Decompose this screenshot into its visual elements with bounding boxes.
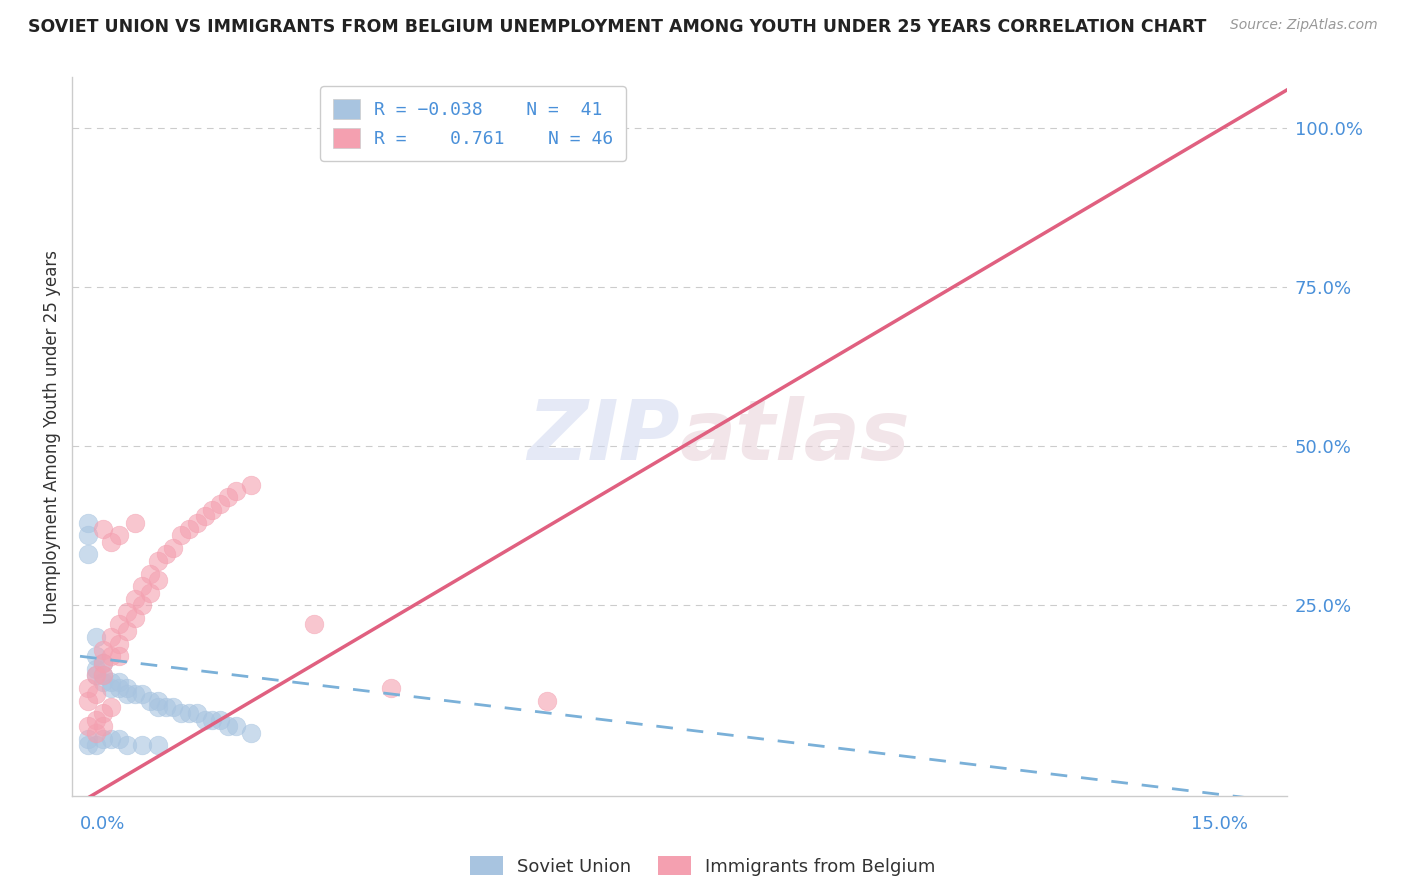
Point — [100, 630, 122, 644]
Point — [124, 516, 146, 530]
Point — [115, 624, 138, 638]
Legend: Soviet Union, Immigrants from Belgium: Soviet Union, Immigrants from Belgium — [463, 849, 943, 883]
Point — [186, 706, 208, 721]
Point — [146, 554, 169, 568]
Point — [100, 674, 122, 689]
Point — [100, 700, 122, 714]
Point — [93, 656, 115, 670]
Point — [108, 636, 131, 650]
Point — [209, 713, 232, 727]
Point — [155, 700, 177, 714]
Point — [84, 668, 107, 682]
Point — [240, 477, 263, 491]
Point — [108, 674, 131, 689]
Point — [536, 694, 558, 708]
Point — [139, 585, 162, 599]
Point — [84, 662, 107, 676]
Point — [170, 528, 193, 542]
Point — [100, 731, 122, 746]
Point — [108, 528, 131, 542]
Point — [93, 674, 115, 689]
Point — [225, 719, 247, 733]
Point — [186, 516, 208, 530]
Point — [93, 643, 115, 657]
Text: Source: ZipAtlas.com: Source: ZipAtlas.com — [1230, 18, 1378, 32]
Point — [217, 490, 239, 504]
Point — [162, 541, 184, 555]
Point — [124, 687, 146, 701]
Point — [193, 509, 215, 524]
Point — [380, 681, 402, 695]
Point — [146, 573, 169, 587]
Point — [170, 706, 193, 721]
Point — [108, 681, 131, 695]
Point — [76, 528, 98, 542]
Point — [93, 719, 115, 733]
Point — [115, 687, 138, 701]
Text: SOVIET UNION VS IMMIGRANTS FROM BELGIUM UNEMPLOYMENT AMONG YOUTH UNDER 25 YEARS : SOVIET UNION VS IMMIGRANTS FROM BELGIUM … — [28, 18, 1206, 36]
Point — [93, 522, 115, 536]
Point — [76, 719, 98, 733]
Point — [100, 681, 122, 695]
Point — [302, 617, 325, 632]
Point — [146, 700, 169, 714]
Text: ZIP: ZIP — [527, 396, 679, 477]
Point — [100, 649, 122, 664]
Point — [93, 731, 115, 746]
Point — [124, 611, 146, 625]
Point — [76, 548, 98, 562]
Point — [76, 731, 98, 746]
Point — [139, 694, 162, 708]
Legend: R = −0.038    N =  41, R =    0.761    N = 46: R = −0.038 N = 41, R = 0.761 N = 46 — [321, 87, 626, 161]
Point — [146, 739, 169, 753]
Point — [131, 739, 153, 753]
Point — [115, 681, 138, 695]
Point — [177, 706, 200, 721]
Point — [76, 681, 98, 695]
Y-axis label: Unemployment Among Youth under 25 years: Unemployment Among Youth under 25 years — [44, 250, 60, 624]
Point — [93, 706, 115, 721]
Point — [240, 725, 263, 739]
Point — [162, 700, 184, 714]
Point — [115, 739, 138, 753]
Point — [177, 522, 200, 536]
Point — [131, 579, 153, 593]
Point — [84, 739, 107, 753]
Point — [131, 599, 153, 613]
Point — [108, 649, 131, 664]
Point — [84, 668, 107, 682]
Point — [84, 725, 107, 739]
Point — [76, 694, 98, 708]
Point — [93, 668, 115, 682]
Point — [124, 592, 146, 607]
Point — [108, 731, 131, 746]
Point — [201, 713, 224, 727]
Point — [76, 516, 98, 530]
Point — [217, 719, 239, 733]
Point — [84, 713, 107, 727]
Point — [201, 503, 224, 517]
Point — [139, 566, 162, 581]
Point — [108, 617, 131, 632]
Point — [84, 687, 107, 701]
Point — [155, 548, 177, 562]
Point — [84, 630, 107, 644]
Text: 0.0%: 0.0% — [80, 815, 125, 833]
Point — [93, 656, 115, 670]
Point — [146, 694, 169, 708]
Point — [93, 668, 115, 682]
Text: atlas: atlas — [679, 396, 910, 477]
Point — [115, 605, 138, 619]
Point — [76, 739, 98, 753]
Point — [193, 713, 215, 727]
Text: 15.0%: 15.0% — [1191, 815, 1247, 833]
Point — [84, 649, 107, 664]
Point — [209, 497, 232, 511]
Point — [225, 483, 247, 498]
Point — [100, 534, 122, 549]
Point — [131, 687, 153, 701]
